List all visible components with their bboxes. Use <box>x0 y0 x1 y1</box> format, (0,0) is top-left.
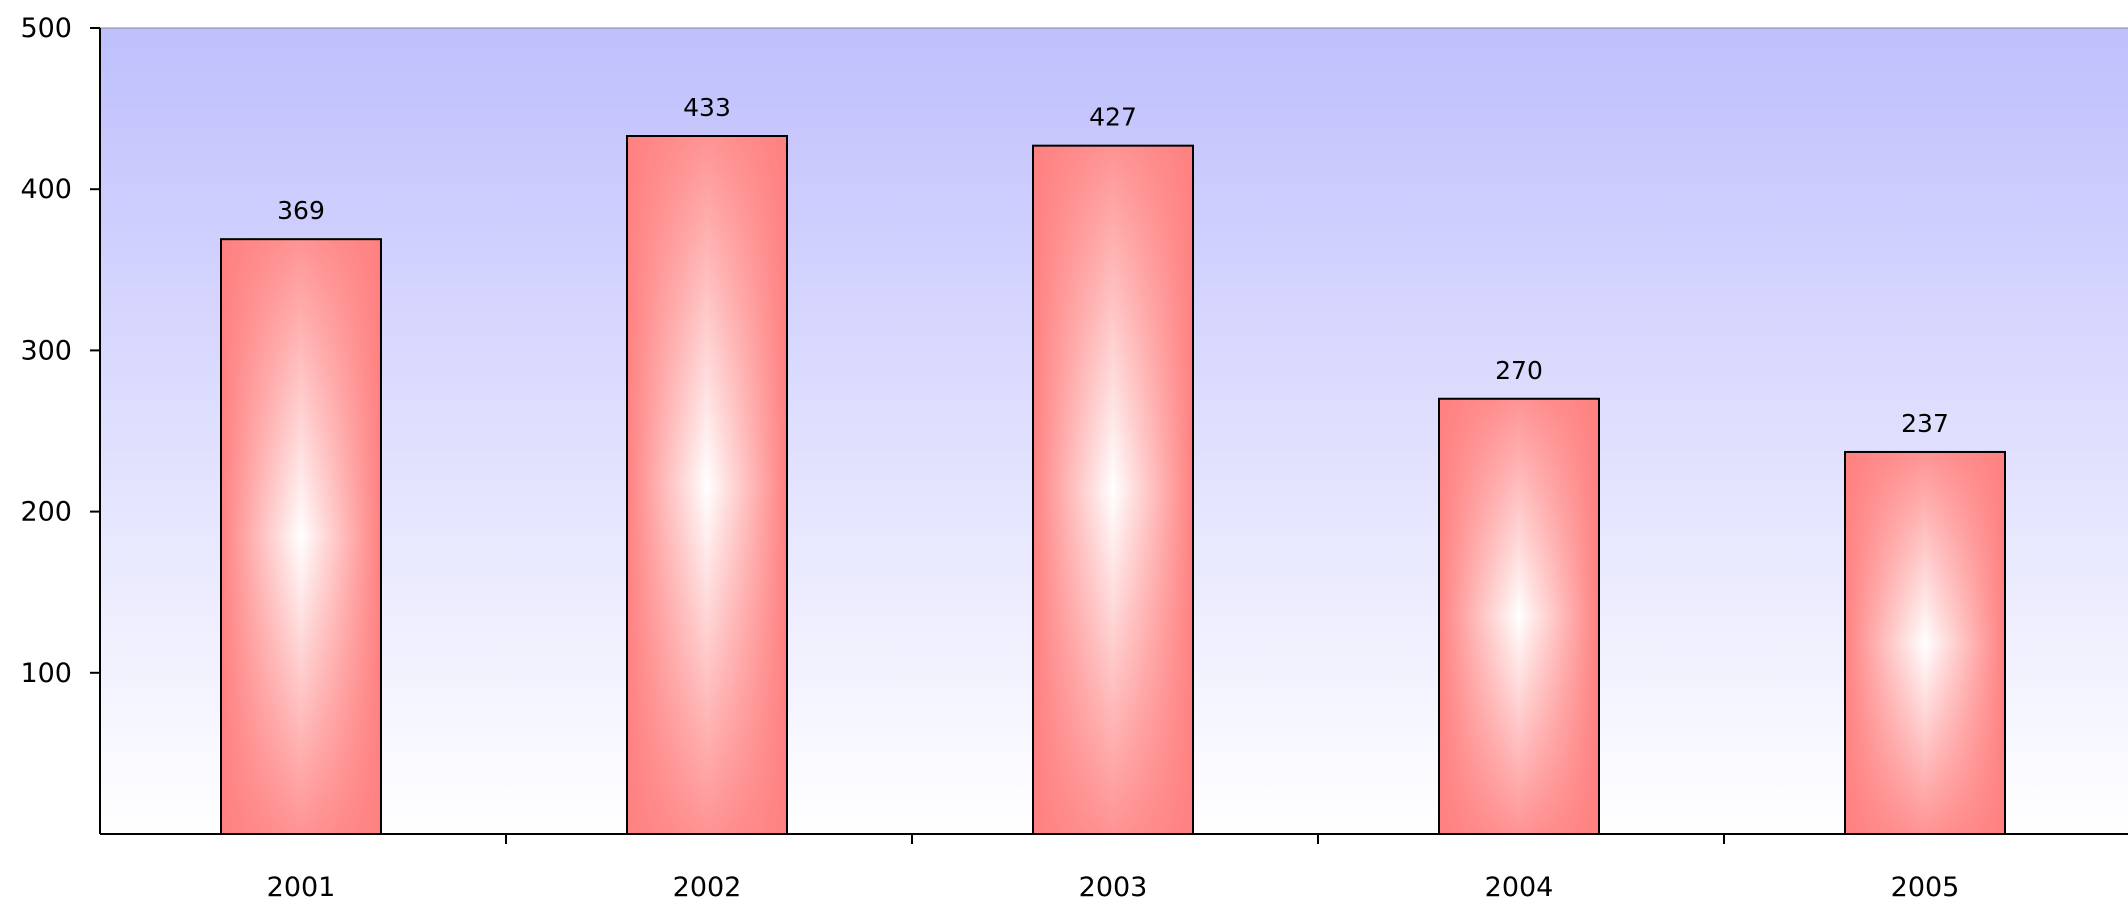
data-label-2001: 369 <box>277 196 325 225</box>
x-tick-label-2005: 2005 <box>1891 872 1960 901</box>
data-label-2005: 237 <box>1901 409 1949 438</box>
x-tick-label-2003: 2003 <box>1079 872 1148 901</box>
data-label-2003: 427 <box>1089 103 1137 132</box>
bar-2005 <box>1844 450 2006 835</box>
bar-shade <box>1439 398 1599 834</box>
bar-shade <box>1033 145 1193 834</box>
bar-2001 <box>220 238 382 835</box>
y-tick-label-200: 200 <box>20 497 72 528</box>
bar-2003 <box>1032 144 1194 835</box>
axes-group <box>90 27 2128 844</box>
y-tick-label-100: 100 <box>20 658 72 689</box>
data-label-2004: 270 <box>1495 356 1543 385</box>
x-tick-label-2004: 2004 <box>1485 872 1554 901</box>
bar-2002 <box>626 135 788 835</box>
bar-shade <box>627 136 787 834</box>
data-label-2002: 433 <box>683 93 731 122</box>
x-tick-label-2001: 2001 <box>267 872 336 901</box>
labels-group: 369 2001 433 2002 427 2003 270 2004 237 2005 100 20… <box>20 13 1959 901</box>
bar-shade <box>221 239 381 834</box>
y-tick-label-500: 500 <box>20 13 72 44</box>
y-tick-label-400: 400 <box>20 174 72 205</box>
bar-shade <box>1845 451 2005 834</box>
x-tick-label-2002: 2002 <box>673 872 742 901</box>
bar-2004 <box>1438 397 1600 835</box>
y-tick-label-300: 300 <box>20 335 72 366</box>
bars-group <box>220 135 2006 835</box>
